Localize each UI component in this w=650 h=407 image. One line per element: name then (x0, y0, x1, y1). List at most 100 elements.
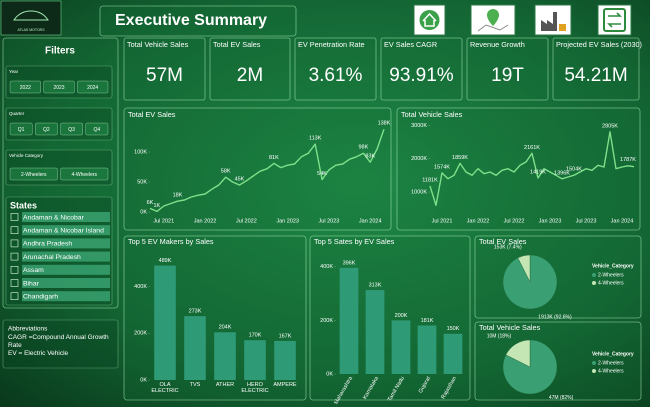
data-label: 83K (365, 154, 375, 160)
filter-label: Vehicle Category (9, 153, 44, 158)
pie-slice (517, 254, 531, 283)
state-option: Andaman & Nicobar Island (23, 227, 104, 234)
x-tick-label: Jul 2023 (576, 218, 597, 224)
y-tick-label: 1000K (411, 189, 427, 195)
x-tick-label-box: ATHER (216, 382, 234, 388)
data-label: 2805K (602, 123, 618, 129)
y-tick-label: 200K (320, 318, 333, 324)
filter-button[interactable] (9, 167, 58, 181)
filter-group (5, 65, 113, 99)
filter-label: Quarter (9, 111, 25, 116)
bar (391, 320, 411, 374)
legend-entry: 2-Wheelers (598, 272, 624, 278)
state-checkbox[interactable] (10, 239, 19, 248)
bar (214, 332, 236, 380)
data-label: 170K (249, 333, 262, 339)
x-tick-label: Jan 2022 (194, 218, 217, 224)
state-row[interactable] (22, 278, 110, 288)
x-tick-label: Jan 2023 (539, 218, 562, 224)
data-label: 54K (317, 171, 327, 177)
state-row[interactable] (22, 225, 110, 236)
data-label: 204K (219, 325, 232, 331)
data-label: 167K (279, 333, 292, 339)
y-tick-label: 50K (137, 179, 147, 185)
chart-panel (123, 107, 392, 231)
abbreviation-title: Abbreviations (8, 326, 48, 333)
kpi-label: Total EV Sales (213, 40, 261, 49)
x-tick-label-box: OLA ELECTRIC (151, 382, 178, 394)
filter-button[interactable] (9, 80, 41, 94)
state-row[interactable] (22, 238, 110, 249)
legend-title: Vehicle_Category (592, 263, 634, 269)
map-glyph (477, 24, 509, 32)
bar (184, 316, 206, 380)
state-row[interactable] (22, 251, 110, 262)
state-row[interactable] (22, 212, 110, 222)
filter-button[interactable] (60, 167, 109, 181)
kpi-value: 54.21M (564, 65, 627, 86)
filter-option: 2022 (20, 85, 31, 91)
y-tick-label: 0K (326, 371, 333, 377)
factory-glyph (559, 24, 566, 31)
bar (154, 265, 176, 380)
filter-button[interactable] (9, 122, 33, 136)
x-tick-label: Jan 2024 (611, 218, 634, 224)
x-tick-label-box: AMPERE (273, 382, 296, 388)
filter-label: Year (9, 69, 19, 74)
state-option: Assam (23, 267, 44, 274)
state-checkbox[interactable] (10, 279, 19, 287)
x-tick-label: Jul 2021 (153, 218, 174, 224)
kpi-value: 3.61% (309, 65, 363, 86)
data-label: 273K (189, 309, 202, 315)
y-tick-label: 400K (134, 284, 147, 290)
filter-button[interactable] (77, 80, 109, 94)
state-option: Arunachal Pradesh (23, 254, 81, 261)
data-label: 313K (369, 283, 382, 289)
kpi-card (552, 37, 640, 101)
title-box (99, 5, 297, 37)
data-label: 1859K (452, 155, 468, 161)
kpi-card (466, 37, 549, 101)
x-tick-label: Jan 2023 (276, 218, 299, 224)
x-tick-label: Jan 2024 (359, 218, 382, 224)
x-tick-label: Jul 2021 (432, 218, 453, 224)
page-title: Executive Summary (115, 12, 267, 29)
data-label: 1913K (92.6%) (538, 314, 572, 320)
state-row[interactable] (22, 264, 110, 275)
y-tick-label: 0K (140, 377, 147, 383)
filter-button[interactable] (60, 122, 83, 136)
pie-slice (505, 339, 531, 368)
filter-option: 2023 (53, 85, 64, 91)
line-series (429, 131, 635, 206)
legend-swatch (592, 281, 596, 285)
data-label: 58K (221, 169, 231, 175)
x-tick-label-box: HERO ELECTRIC (241, 382, 268, 394)
data-label: 47M (82%) (549, 395, 574, 401)
filter-button[interactable] (43, 80, 75, 94)
data-label: 1787K (620, 157, 636, 163)
filter-button[interactable] (35, 122, 58, 136)
swap-glyph (607, 12, 622, 28)
chart-title: Total EV Sales (479, 237, 527, 246)
state-checkbox[interactable] (10, 226, 19, 234)
logo-box (0, 0, 62, 36)
state-row[interactable] (22, 291, 110, 302)
x-tick-label: Jul 2022 (504, 218, 525, 224)
state-checkbox[interactable] (10, 265, 19, 274)
bar (244, 340, 266, 380)
filter-button[interactable] (85, 122, 109, 136)
data-label: 150K (447, 326, 460, 332)
kpi-value: 93.91% (389, 65, 454, 86)
state-option: Chandigarh (23, 293, 58, 300)
legend-entry: 2-Wheelers (598, 360, 624, 366)
y-tick-label: 3000K (411, 123, 427, 129)
legend-swatch (592, 369, 596, 373)
kpi-label: EV Penetration Rate (298, 40, 365, 49)
state-checkbox[interactable] (10, 292, 19, 301)
chart-title: Total Vehicle Sales (401, 110, 463, 119)
map-glyph (487, 9, 499, 26)
state-checkbox[interactable] (10, 252, 19, 261)
state-checkbox[interactable] (10, 213, 19, 221)
